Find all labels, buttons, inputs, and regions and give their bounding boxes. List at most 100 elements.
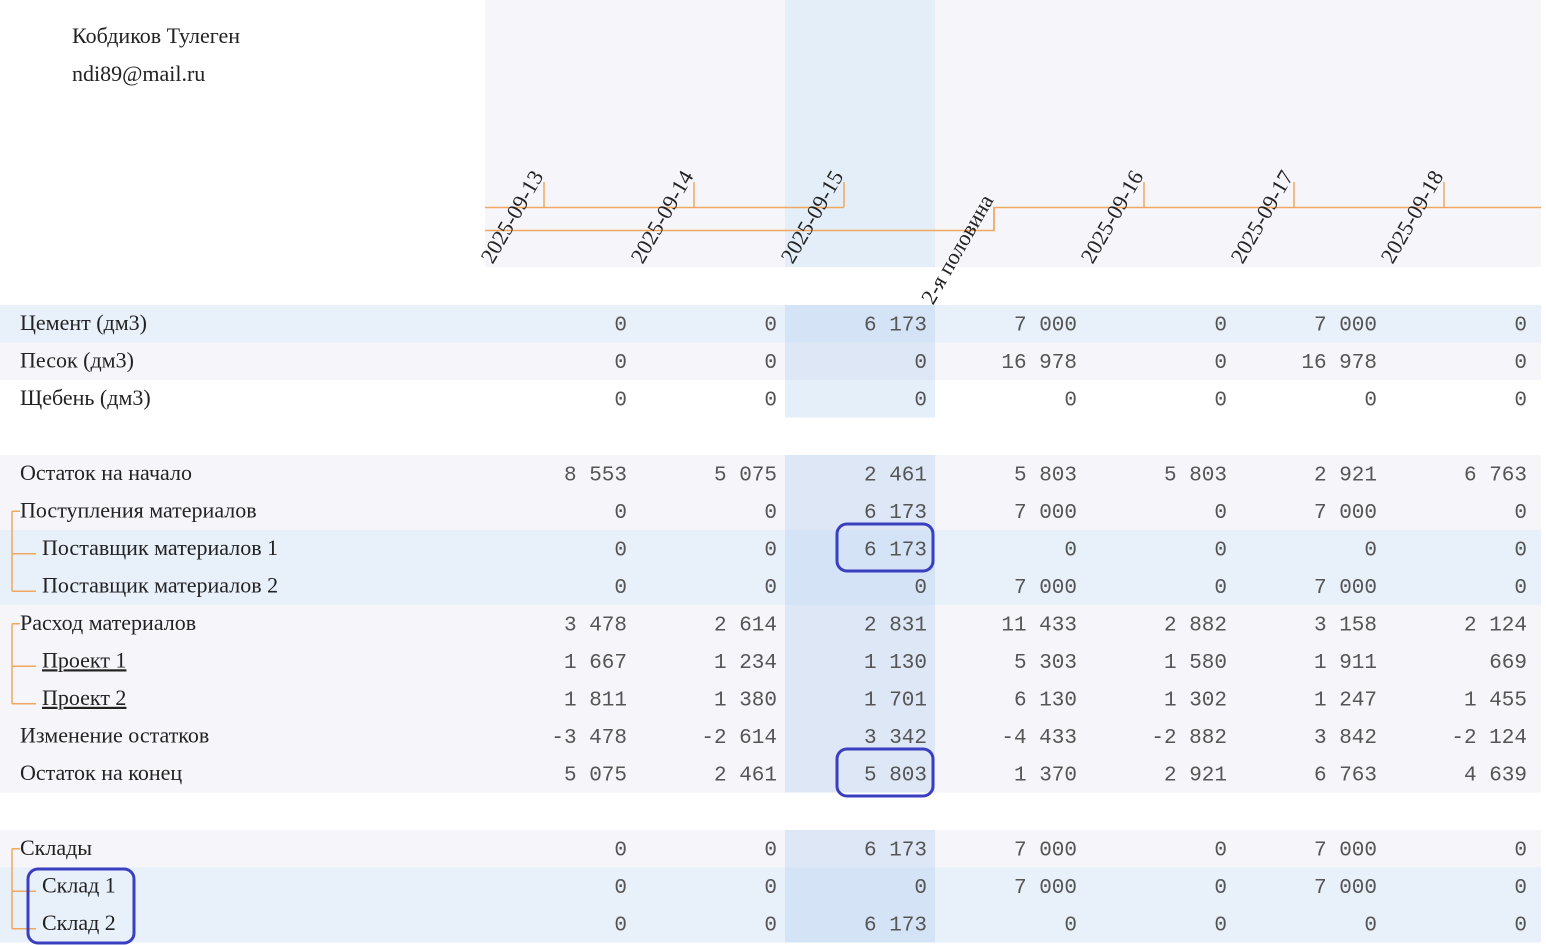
row-link[interactable]: Проект 1: [42, 647, 126, 672]
row-bg: [0, 605, 1541, 643]
row-label: Песок (дм3): [20, 347, 134, 372]
cell-value: 11 433: [1001, 614, 1077, 637]
row-bg: [0, 305, 1541, 343]
row-label: Склад 1: [42, 872, 116, 897]
highlight-cell: [785, 605, 935, 643]
cell-value: 0: [1214, 577, 1227, 600]
cell-value: 0: [1514, 877, 1527, 900]
cell-value: 6 130: [1014, 689, 1077, 712]
highlight-cell: [785, 680, 935, 718]
cell-value: 0: [914, 389, 927, 412]
cell-value: 0: [914, 577, 927, 600]
cell-value: 6 763: [1464, 464, 1527, 487]
cell-value: 5 803: [1164, 464, 1227, 487]
cell-value: 5 075: [714, 464, 777, 487]
cell-value: 0: [614, 389, 627, 412]
cell-value: 0: [1514, 352, 1527, 375]
cell-value: 0: [1364, 389, 1377, 412]
row-bg: [0, 492, 1541, 530]
user-email: ndi89@mail.ru: [72, 61, 205, 86]
cell-value: 0: [1514, 502, 1527, 525]
cell-value: 0: [614, 502, 627, 525]
row-bg: [0, 455, 1541, 493]
row-label: Склад 2: [42, 910, 116, 935]
cell-value: 0: [1364, 914, 1377, 937]
cell-value: 4 639: [1464, 764, 1527, 787]
cell-value: 7 000: [1314, 314, 1377, 337]
highlight-cell: [785, 905, 935, 943]
cell-value: 2 461: [864, 464, 927, 487]
cell-value: 0: [614, 914, 627, 937]
cell-value: 0: [1514, 839, 1527, 862]
row-bg: [0, 530, 1541, 568]
cell-value: 1 455: [1464, 689, 1527, 712]
cell-value: 7 000: [1014, 839, 1077, 862]
cell-value: 2 882: [1164, 614, 1227, 637]
cell-value: 6 173: [864, 839, 927, 862]
cell-value: 1 701: [864, 689, 927, 712]
cell-value: 1 380: [714, 689, 777, 712]
cell-value: 2 921: [1164, 764, 1227, 787]
cell-value: 0: [614, 577, 627, 600]
cell-value: 0: [614, 539, 627, 562]
row-link[interactable]: Проект 2: [42, 685, 126, 710]
highlight-cell: [785, 530, 935, 568]
cell-value: 0: [614, 839, 627, 862]
cell-value: 669: [1489, 652, 1527, 675]
cell-value: 7 000: [1314, 502, 1377, 525]
row-label: Остаток на конец: [20, 760, 182, 785]
row-bg: [0, 717, 1541, 755]
cell-value: 0: [764, 577, 777, 600]
row-label: Щебень (дм3): [20, 385, 151, 410]
cell-value: 0: [1214, 314, 1227, 337]
cell-value: 7 000: [1314, 839, 1377, 862]
cell-value: -2 124: [1451, 727, 1527, 750]
cell-value: 2 614: [714, 614, 777, 637]
highlight-box: [835, 747, 935, 798]
row-bg: [0, 755, 1541, 793]
cell-value: 3 478: [564, 614, 627, 637]
cell-value: 0: [614, 352, 627, 375]
cell-value: 0: [1214, 539, 1227, 562]
cell-value: 6 173: [864, 314, 927, 337]
cell-value: 0: [1064, 389, 1077, 412]
cell-value: 7 000: [1014, 314, 1077, 337]
highlight-cell: [785, 867, 935, 905]
cell-value: 2 461: [714, 764, 777, 787]
cell-value: 3 158: [1314, 614, 1377, 637]
cell-value: 6 763: [1314, 764, 1377, 787]
cell-value: 16 978: [1001, 352, 1077, 375]
cell-value: 1 667: [564, 652, 627, 675]
cell-value: 2 921: [1314, 464, 1377, 487]
cell-value: 0: [1064, 914, 1077, 937]
cell-value: 5 303: [1014, 652, 1077, 675]
cell-value: 1 580: [1164, 652, 1227, 675]
cell-value: -3 478: [551, 727, 627, 750]
cell-value: 0: [1514, 539, 1527, 562]
cell-value: 0: [764, 914, 777, 937]
row-label: Склады: [20, 835, 92, 860]
cell-value: 0: [1514, 577, 1527, 600]
cell-value: 0: [1214, 877, 1227, 900]
cell-value: 0: [764, 877, 777, 900]
cell-value: 1 811: [564, 689, 627, 712]
cell-value: 1 130: [864, 652, 927, 675]
cell-value: 0: [764, 389, 777, 412]
row-label: Цемент (дм3): [20, 310, 147, 335]
row-label: Поставщик материалов 1: [42, 535, 278, 560]
cell-value: 0: [914, 877, 927, 900]
highlight-cell: [785, 455, 935, 493]
cell-value: 7 000: [1314, 577, 1377, 600]
highlight-cell: [785, 830, 935, 868]
cell-value: 0: [1214, 389, 1227, 412]
cell-value: 0: [764, 539, 777, 562]
highlight-cell: [785, 642, 935, 680]
cell-value: 0: [1214, 352, 1227, 375]
row-label: Поставщик материалов 2: [42, 572, 278, 597]
cell-value: 5 075: [564, 764, 627, 787]
cell-value: 0: [1064, 539, 1077, 562]
cell-value: 0: [764, 502, 777, 525]
cell-value: 6 173: [864, 914, 927, 937]
cell-value: 2 124: [1464, 614, 1527, 637]
